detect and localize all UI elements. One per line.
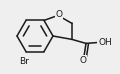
Text: O: O [55,10,63,19]
Text: O: O [79,56,87,65]
Text: OH: OH [98,38,112,47]
Text: Br: Br [19,57,29,66]
